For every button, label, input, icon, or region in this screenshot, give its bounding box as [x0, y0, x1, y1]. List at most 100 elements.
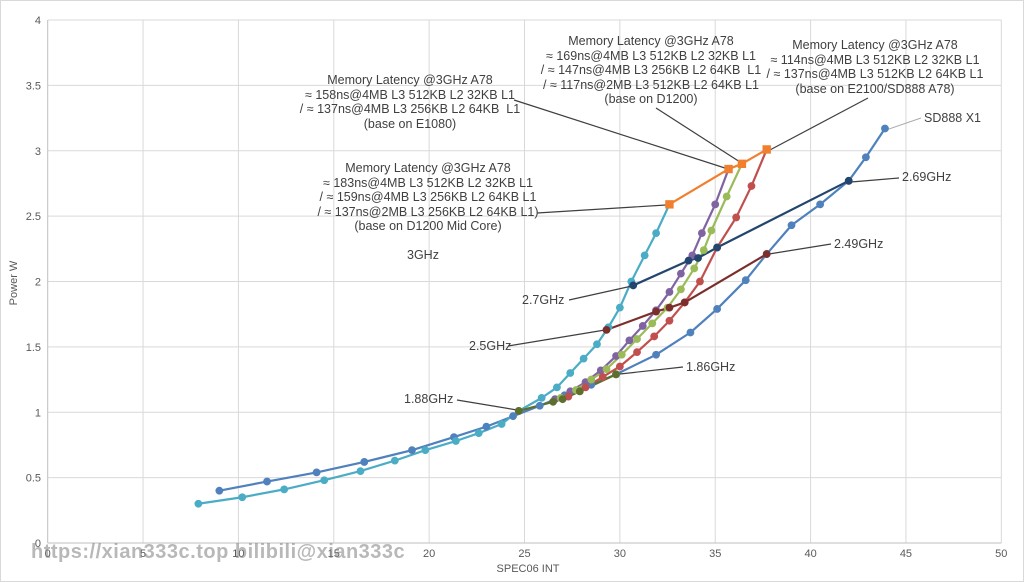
- data-point-a78-e1080-sweep: [638, 322, 647, 330]
- x-tick-label: 25: [518, 548, 530, 560]
- data-point-a78-e1080-sweep: [711, 200, 720, 209]
- annotation-d1200: Memory Latency @3GHz A78 ≈ 169ns@4MB L3 5…: [541, 34, 761, 107]
- callout-label-ghz-2-69: 2.69GHz: [902, 170, 952, 184]
- annotation-line: Memory Latency @3GHz A78: [568, 34, 734, 48]
- x-tick-label: 45: [900, 548, 912, 560]
- annotation-line: / ≈ 147ns@4MB L3 256KB L2 64KB L1: [540, 63, 762, 77]
- data-point-iso-frequency-2.5-2.49GHz: [665, 303, 674, 312]
- x-tick-label: 0: [45, 548, 51, 560]
- data-point-a78-d1200-mid-core-sweep: [451, 437, 460, 445]
- data-point-a78-d1200-sweep: [676, 285, 685, 294]
- annotation-line: ≈ 114ns@4MB L3 512KB L2 32KB L1: [770, 52, 980, 67]
- x-tick-label: 15: [328, 548, 340, 560]
- annotation-leader-e1080: [513, 99, 729, 170]
- data-point-sd888-x1-frequency-sweep: [408, 446, 416, 455]
- y-tick-label: 3: [35, 146, 41, 158]
- callout-label-ghz-3: 3GHz: [407, 248, 439, 262]
- annotation-line: / ≈ 137ns@4MB L3 256KB L2 64KB L1: [299, 102, 521, 116]
- y-tick-label: 1: [35, 407, 41, 419]
- x-tick-label: 50: [995, 548, 1007, 560]
- data-point-sd888-x1-frequency-sweep: [312, 468, 321, 477]
- callout-label-ghz-1-86: 1.86GHz: [686, 360, 736, 374]
- data-point-a78-d1200-mid-core-sweep: [356, 467, 365, 475]
- data-point-iso-frequency-3GHz: [665, 200, 674, 209]
- y-tick-label: 2.5: [26, 211, 41, 223]
- data-point-a78-d1200-sweep: [617, 350, 626, 359]
- data-point-a78-d1200-mid-core-sweep: [553, 383, 561, 392]
- annotation-line: / ≈ 137ns@4MB L3 512KB L2 64KB L1: [766, 67, 984, 81]
- data-point-iso-frequency-2.7-2.69GHz: [629, 281, 638, 290]
- data-point-a78-d1200-mid-core-sweep: [390, 456, 399, 465]
- data-point-a78-e2100-sd888-sweep: [732, 213, 741, 222]
- data-point-iso-frequency-1.88-1.86GHz: [549, 397, 558, 406]
- data-point-iso-frequency-1.88-1.86GHz: [514, 407, 523, 415]
- data-point-a78-d1200-sweep: [707, 226, 716, 235]
- data-point-sd888-x1-frequency-sweep: [360, 458, 369, 466]
- data-point-a78-d1200-sweep: [699, 246, 708, 255]
- annotation-leader-e2100-sd888: [767, 97, 869, 152]
- y-tick-label: 4: [35, 15, 41, 27]
- callout-leader-ghz-1-86: [619, 366, 684, 375]
- data-point-a78-d1200-mid-core-sweep: [537, 393, 546, 402]
- data-point-sd888-x1-frequency-sweep: [741, 276, 750, 285]
- annotation-line: ≈ 183ns@4MB L3 512KB L2 32KB L1: [323, 175, 533, 190]
- annotation-e1080: Memory Latency @3GHz A78 ≈ 158ns@4MB L3 5…: [300, 73, 520, 131]
- data-point-a78-e2100-sd888-sweep: [581, 383, 590, 392]
- data-point-iso-frequency-2.5-2.49GHz: [652, 307, 660, 316]
- data-point-a78-e2100-sd888-sweep: [650, 332, 659, 341]
- data-point-iso-frequency-2.5-2.49GHz: [762, 250, 771, 258]
- data-point-iso-frequency-3GHz: [762, 145, 771, 154]
- callout-label-ghz-1-88: 1.88GHz: [404, 392, 454, 406]
- data-point-a78-e1080-sweep: [625, 336, 634, 345]
- callout-leader-ghz-2-69: [850, 177, 900, 183]
- data-point-iso-frequency-2.5-2.49GHz: [602, 325, 611, 334]
- x-tick-label: 30: [614, 548, 626, 560]
- data-point-iso-frequency-2.7-2.69GHz: [694, 254, 702, 262]
- data-point-a78-e2100-sd888-sweep: [665, 316, 674, 325]
- watermark-text: https://xian333c.top bilibili@xian333c: [31, 541, 406, 563]
- annotation-line: ≈ 158ns@4MB L3 512KB L2 32KB L1: [305, 87, 515, 102]
- x-tick-label: 40: [804, 548, 816, 560]
- data-point-sd888-x1-frequency-sweep: [535, 401, 544, 410]
- data-point-a78-d1200-mid-core-sweep: [615, 303, 624, 312]
- annotation-line: (base on E2100/SD888 A78): [795, 81, 955, 96]
- data-point-a78-e1080-sweep: [676, 269, 685, 278]
- data-point-a78-d1200-mid-core-sweep: [579, 354, 588, 363]
- data-point-sd888-x1-frequency-sweep: [881, 124, 889, 133]
- callout-label-ghz-2-7: 2.7GHz: [522, 293, 565, 307]
- data-point-sd888-x1-frequency-sweep: [482, 422, 491, 431]
- data-point-a78-d1200-mid-core-sweep: [320, 476, 329, 485]
- data-point-sd888-x1-frequency-sweep: [816, 200, 825, 209]
- data-point-a78-d1200-mid-core-sweep: [194, 499, 203, 508]
- data-point-a78-e1080-sweep: [697, 229, 706, 238]
- annotation-leader-d1200-mid-core: [536, 204, 667, 214]
- data-point-a78-e2100-sd888-sweep: [696, 277, 704, 286]
- data-point-sd888-x1-frequency-sweep: [787, 221, 796, 230]
- data-point-a78-d1200-mid-core-sweep: [652, 229, 660, 238]
- data-point-a78-d1200-sweep: [722, 192, 731, 201]
- y-tick-label: 2: [35, 277, 41, 289]
- series-line-iso-frequency-3GHz: [668, 148, 768, 206]
- data-point-a78-e2100-sd888-sweep: [615, 362, 624, 371]
- data-point-iso-frequency-1.88-1.86GHz: [575, 387, 584, 396]
- data-point-a78-d1200-mid-core-sweep: [593, 340, 601, 349]
- y-tick-label: 3.5: [26, 80, 41, 92]
- annotation-e2100-sd888: Memory Latency @3GHz A78 ≈ 114ns@4MB L3 5…: [767, 38, 984, 96]
- data-point-a78-d1200-sweep: [587, 375, 596, 384]
- annotation-line: (base on D1200): [604, 92, 698, 106]
- y-tick-label: 1.5: [26, 342, 41, 354]
- x-tick-label: 5: [140, 548, 146, 560]
- data-point-a78-d1200-sweep: [648, 319, 657, 328]
- data-point-a78-d1200-mid-core-sweep: [497, 420, 506, 428]
- annotation-leader-d1200: [655, 107, 741, 163]
- data-point-a78-d1200-mid-core-sweep: [421, 446, 430, 455]
- y-tick-label: 0: [35, 538, 41, 550]
- data-point-sd888-x1-frequency-sweep: [652, 350, 660, 359]
- data-point-iso-frequency-2.7-2.69GHz: [684, 256, 693, 265]
- annotation-line: / ≈ 159ns@4MB L3 256KB L2 64KB L1: [319, 190, 537, 204]
- x-tick-label: 20: [423, 548, 435, 560]
- x-axis-title: SPEC06 INT: [496, 563, 560, 575]
- data-point-sd888-x1-frequency-sweep: [263, 477, 271, 486]
- annotation-line: / ≈ 137ns@2MB L3 256KB L2 64KB L1): [317, 204, 539, 219]
